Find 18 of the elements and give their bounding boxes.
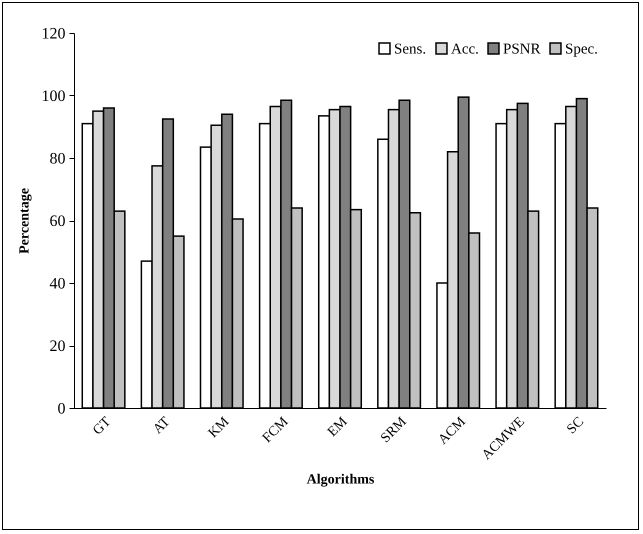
y-tick-label: 20 [50, 338, 66, 355]
legend-label: Sens. [394, 42, 426, 58]
legend-label: Spec. [565, 42, 598, 58]
y-tick-label: 0 [58, 400, 66, 418]
x-axis-title: Algorithms [306, 472, 375, 488]
x-tick-label: KM [206, 414, 233, 442]
y-tick-label: 120 [42, 26, 66, 42]
legend-label: Acc. [451, 42, 479, 58]
x-tick-label: EM [325, 414, 351, 440]
y-tick-label: 100 [42, 88, 66, 105]
x-tick-label: AT [150, 414, 174, 438]
y-tick-label: 40 [50, 276, 66, 292]
legend-label: PSNR [503, 42, 541, 58]
y-axis-title: Percentage [18, 188, 32, 254]
y-tick-label: 80 [50, 150, 66, 168]
x-tick-label: SC [564, 414, 588, 438]
y-tick-label: 60 [50, 213, 66, 230]
x-tick-label: GT [90, 414, 114, 438]
